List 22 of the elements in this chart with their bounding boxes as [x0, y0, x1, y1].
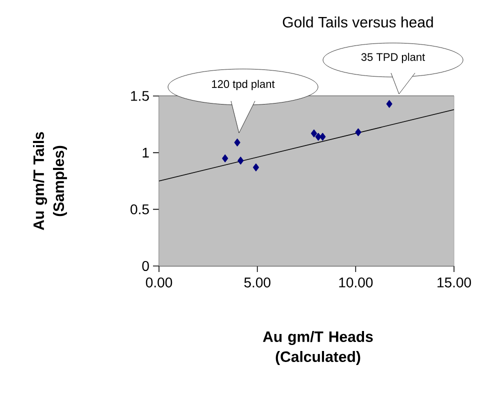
point [355, 128, 362, 136]
x-tick-label: 10.00 [339, 278, 373, 288]
x-tick-label: 5.00 [244, 278, 270, 288]
point [386, 100, 392, 108]
text: 35 TPD plant [361, 52, 426, 64]
x-tick-label: 15.00 [438, 278, 471, 288]
point [222, 154, 228, 162]
point [234, 138, 240, 146]
y-tick-label: 1.5 [131, 91, 149, 101]
point [315, 132, 322, 141]
y-tick-label: 0 [142, 261, 149, 271]
chart-title: Gold Tails versus head [282, 16, 433, 28]
y-tick-label: 0.5 [130, 204, 149, 214]
y-axis-title: Au gm/T Tails (Samples) [33, 132, 67, 230]
x-axis-title: Au gm/T Heads (Calculated) [262, 331, 373, 365]
x-tick-label: 0.00 [146, 278, 172, 288]
text: 120 tpd plant [212, 80, 275, 90]
point [238, 156, 244, 164]
y-tick-label: 1 [142, 148, 149, 158]
point [310, 130, 317, 138]
point [320, 132, 326, 141]
point [252, 164, 259, 172]
